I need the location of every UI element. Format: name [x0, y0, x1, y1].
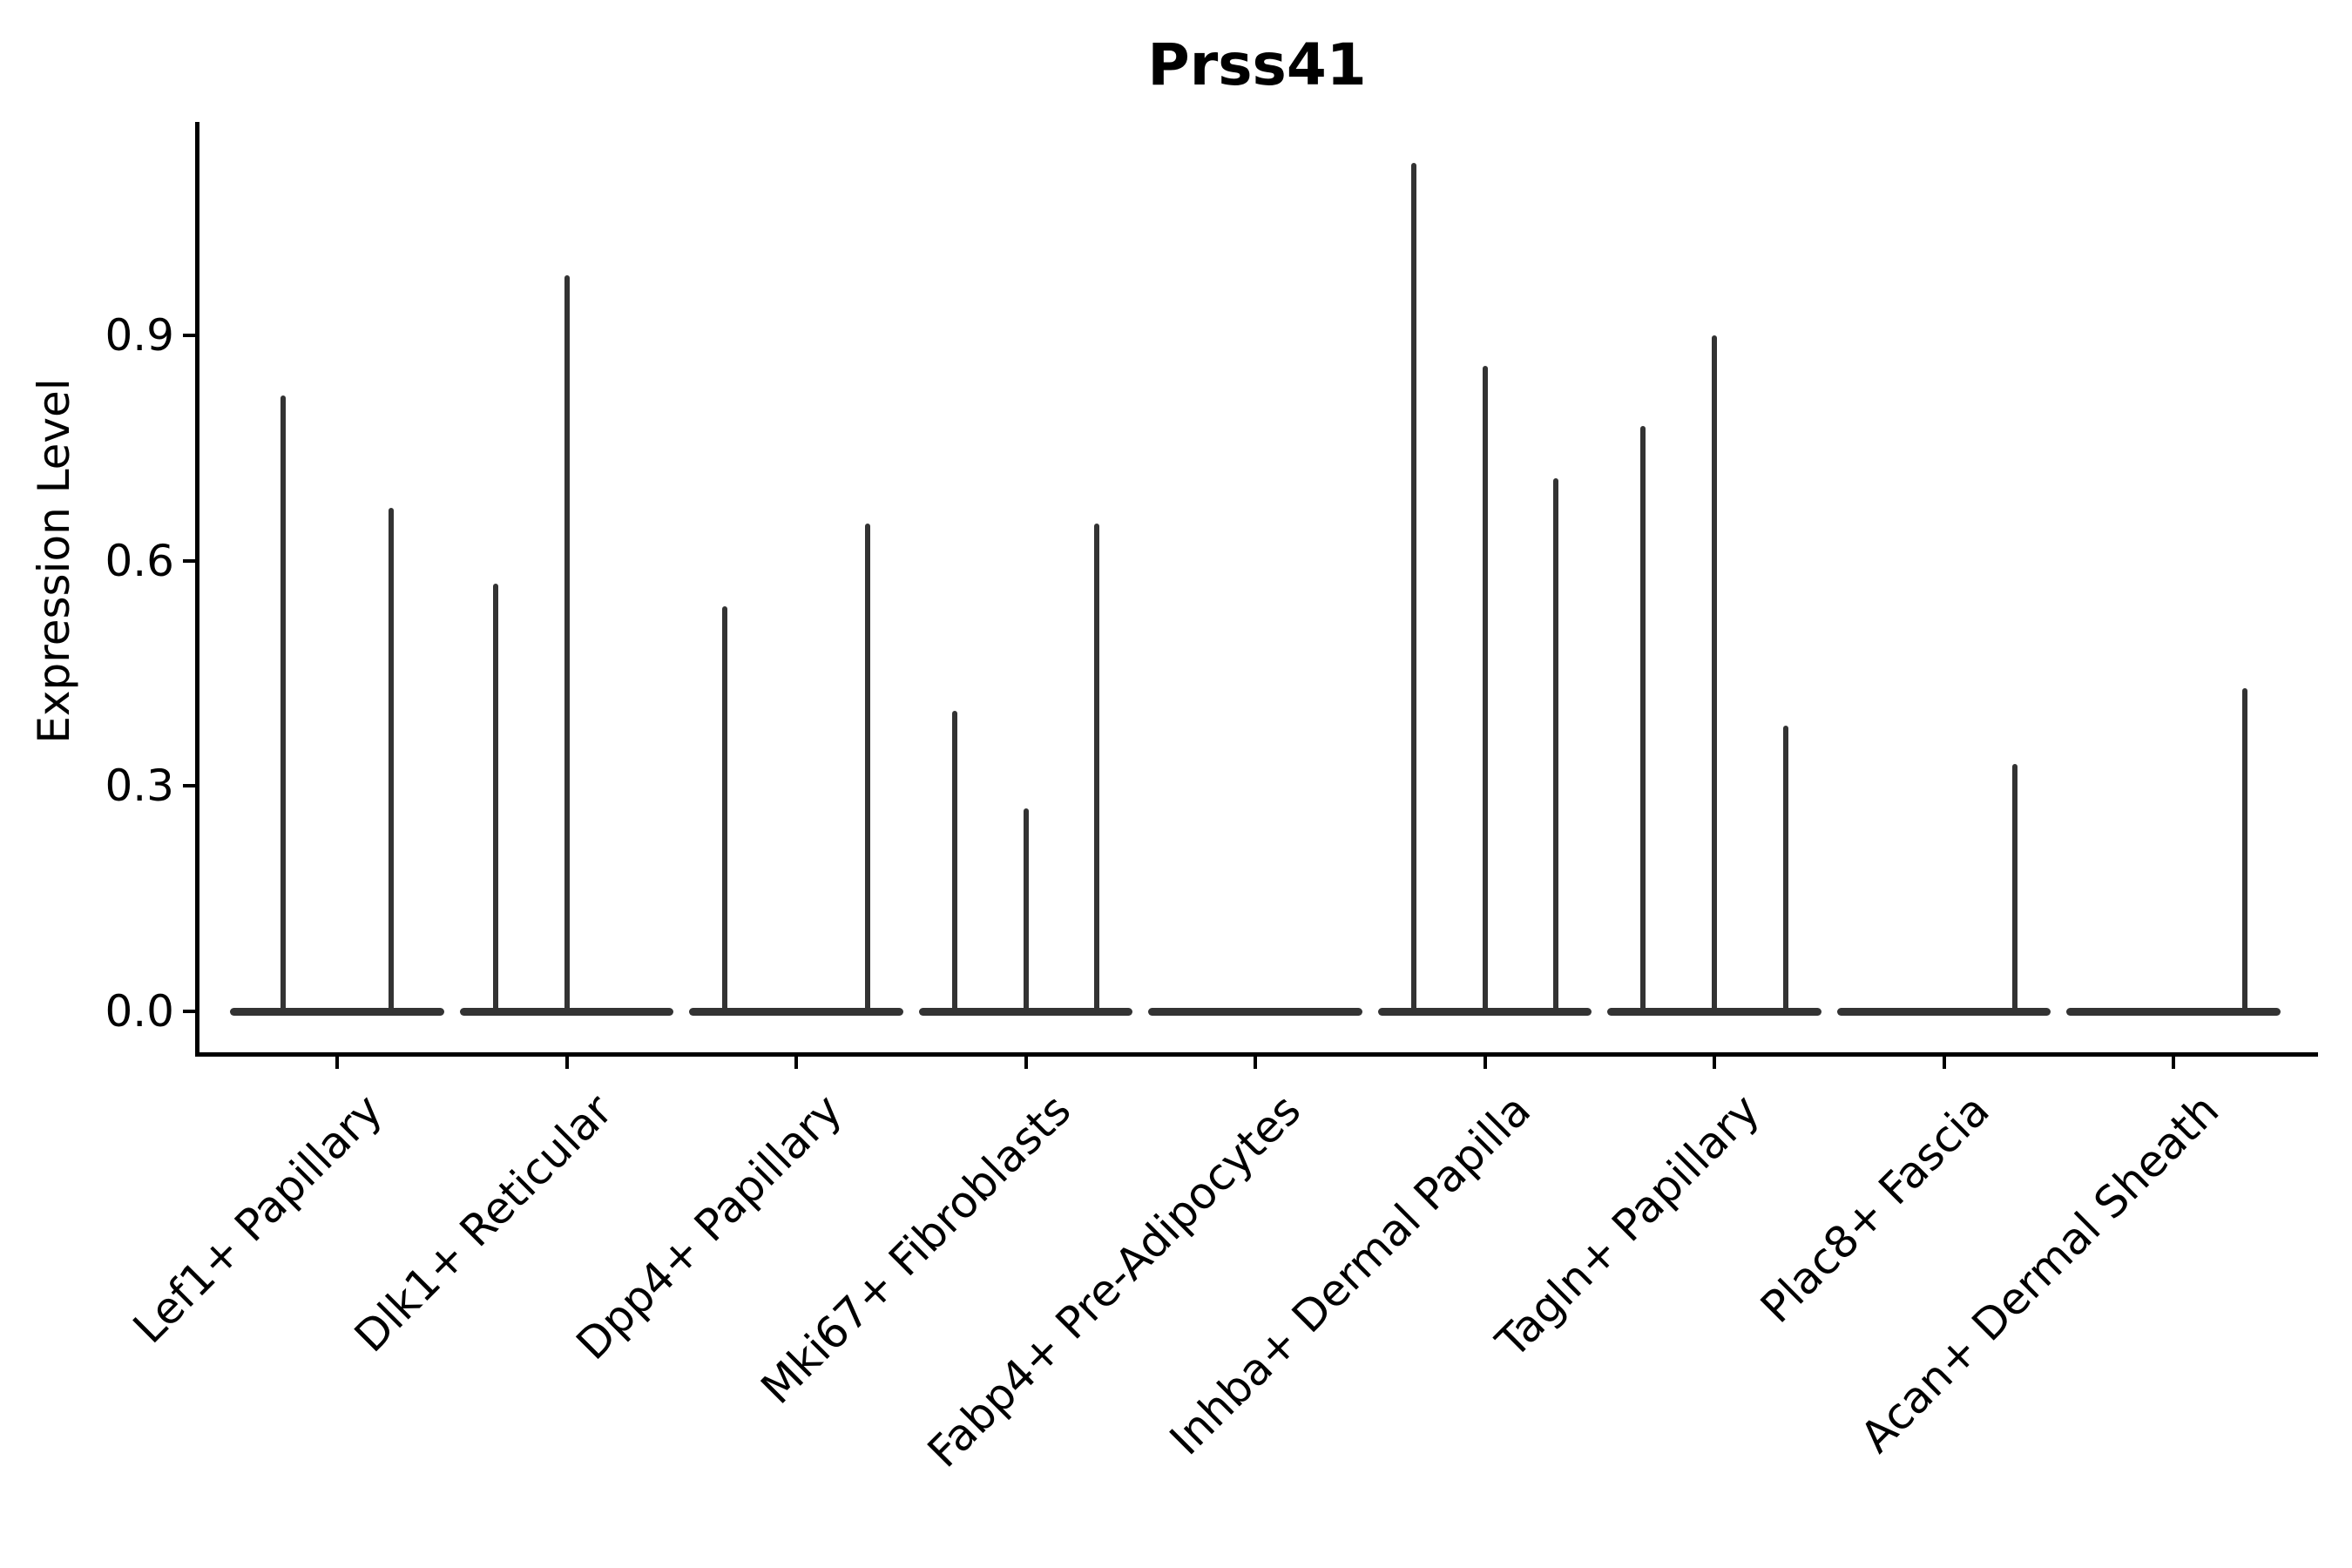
violin-base	[689, 1008, 903, 1016]
violin-base	[1148, 1008, 1362, 1016]
x-tick-mark	[564, 1057, 569, 1069]
y-tick-label: 0.9	[105, 310, 174, 362]
violin-spike	[388, 508, 394, 1013]
violin-spike	[1712, 335, 1717, 1013]
violin-spike	[1094, 523, 1100, 1013]
violin-base	[1836, 1008, 2051, 1016]
x-tick-mark	[1024, 1057, 1028, 1069]
y-tick-mark	[183, 784, 196, 788]
violin-spike	[280, 395, 287, 1013]
x-tick-mark	[794, 1057, 798, 1069]
violin-spike	[1482, 365, 1488, 1013]
x-axis-line	[195, 1052, 2318, 1057]
violin-spike	[864, 523, 870, 1013]
violin-base	[229, 1008, 445, 1016]
violin-spike	[951, 711, 957, 1013]
violin-spike	[722, 605, 728, 1013]
x-tick-label: Lef1+ Papillary	[124, 1085, 393, 1354]
x-tick-mark	[1254, 1057, 1257, 1069]
chart-title: Prss41	[1147, 31, 1367, 98]
y-axis-line	[195, 122, 199, 1057]
x-tick-label: Fabp4+ Pre-Adipocytes	[917, 1085, 1311, 1477]
violin-spike	[1782, 726, 1788, 1013]
violin-spike	[1023, 808, 1029, 1013]
y-tick-label: 0.3	[105, 760, 174, 812]
y-tick-mark	[183, 1010, 196, 1013]
x-tick-mark	[1942, 1057, 1946, 1069]
x-tick-mark	[1483, 1057, 1487, 1069]
y-tick-mark	[183, 558, 196, 563]
violin-spike	[2012, 763, 2018, 1013]
y-tick-label: 0.6	[105, 535, 174, 586]
x-tick-mark	[2172, 1057, 2175, 1069]
violin-spike	[492, 583, 498, 1013]
violin-spike	[2241, 688, 2247, 1013]
y-tick-mark	[183, 334, 196, 338]
x-tick-mark	[335, 1057, 339, 1069]
x-tick-label: Plac8+ Fascia	[1750, 1085, 1999, 1333]
violin-base	[2066, 1008, 2281, 1016]
violin-spike	[564, 275, 570, 1013]
violin-spike	[1640, 425, 1646, 1013]
violin-spike	[1410, 162, 1416, 1013]
violin-spike	[1553, 477, 1559, 1013]
x-tick-label: Dlk1+ Reticular	[344, 1085, 622, 1362]
y-tick-label: 0.0	[105, 986, 174, 1037]
x-tick-mark	[1713, 1057, 1716, 1069]
